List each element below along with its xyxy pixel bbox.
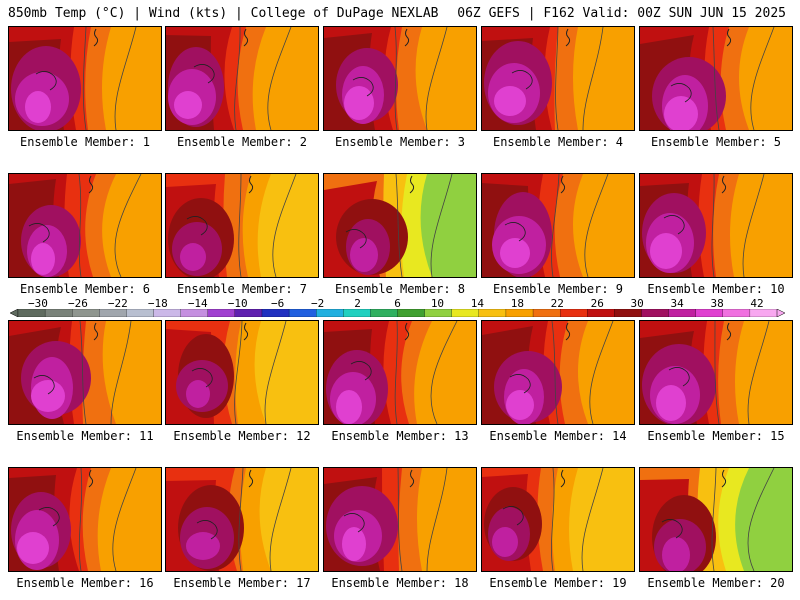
ensemble-member-map (165, 320, 319, 425)
ensemble-member-label: Ensemble Member: 20 (647, 576, 785, 590)
ensemble-member-map (165, 467, 319, 572)
colorbar-tick-label: −22 (107, 297, 128, 310)
ensemble-member-map (481, 26, 635, 131)
ensemble-member-map (165, 26, 319, 131)
colorbar-tick-label: 18 (510, 297, 524, 310)
ensemble-member-label: Ensemble Member: 9 (492, 282, 624, 296)
ensemble-member-map (481, 173, 635, 278)
colorbar-tick-label: 34 (670, 297, 684, 310)
ensemble-member-map (639, 467, 793, 572)
colorbar-tick-label: 38 (710, 297, 724, 310)
colorbar-tick-label: 42 (750, 297, 764, 310)
ensemble-member-label: Ensemble Member: 16 (16, 576, 154, 590)
ensemble-member-map (481, 467, 635, 572)
colorbar-tick-label: −26 (67, 297, 88, 310)
ensemble-member-map (481, 320, 635, 425)
ensemble-member-label: Ensemble Member: 6 (19, 282, 151, 296)
colorbar-bar (10, 309, 785, 317)
colorbar-tick-label: 6 (394, 297, 401, 310)
ensemble-member-map (165, 173, 319, 278)
ensemble-member-map (8, 467, 162, 572)
colorbar-tick-label: 14 (470, 297, 485, 310)
ensemble-member-label: Ensemble Member: 19 (489, 576, 627, 590)
ensemble-member-label: Ensemble Member: 3 (334, 135, 466, 149)
ensemble-member-label: Ensemble Member: 14 (489, 429, 627, 443)
colorbar-tick-label: −2 (310, 297, 325, 310)
ensemble-member-map (639, 173, 793, 278)
ensemble-member-label: Ensemble Member: 5 (650, 135, 782, 149)
ensemble-member-map (323, 320, 477, 425)
ensemble-member-map (8, 173, 162, 278)
ensemble-member-map (639, 26, 793, 131)
chart-title: 850mb Temp (°C) | Wind (kts) | College o… (8, 6, 439, 21)
ensemble-member-label: Ensemble Member: 7 (176, 282, 308, 296)
ensemble-member-map (639, 320, 793, 425)
colorbar-tick-label: −18 (147, 297, 168, 310)
ensemble-member-label: Ensemble Member: 8 (334, 282, 466, 296)
ensemble-member-label: Ensemble Member: 1 (19, 135, 151, 149)
colorbar-tick-label: 22 (550, 297, 564, 310)
colorbar-tick-label: 2 (354, 297, 361, 310)
ensemble-member-map (8, 320, 162, 425)
ensemble-member-map (323, 467, 477, 572)
colorbar-tick-label: −30 (28, 297, 48, 310)
ensemble-member-label: Ensemble Member: 18 (331, 576, 469, 590)
ensemble-member-label: Ensemble Member: 4 (492, 135, 624, 149)
colorbar-tick-label: 10 (430, 297, 445, 310)
colorbar-tick-label: 30 (630, 297, 644, 310)
ensemble-member-label: Ensemble Member: 13 (331, 429, 469, 443)
ensemble-member-label: Ensemble Member: 2 (176, 135, 308, 149)
ensemble-member-label: Ensemble Member: 11 (16, 429, 154, 443)
ensemble-member-map (8, 26, 162, 131)
colorbar-tick-label: −6 (271, 297, 285, 310)
ensemble-member-label: Ensemble Member: 15 (647, 429, 785, 443)
colorbar-tick-label: −10 (227, 297, 248, 310)
colorbar-tick-label: 26 (590, 297, 604, 310)
ensemble-member-map (323, 173, 477, 278)
ensemble-member-map (323, 26, 477, 131)
ensemble-member-label: Ensemble Member: 12 (173, 429, 311, 443)
ensemble-member-label: Ensemble Member: 10 (647, 282, 785, 296)
ensemble-member-label: Ensemble Member: 17 (173, 576, 311, 590)
colorbar-tick-label: −14 (187, 297, 208, 310)
run-valid-time: 06Z GEFS | F162 Valid: 00Z SUN JUN 15 20… (457, 6, 786, 21)
